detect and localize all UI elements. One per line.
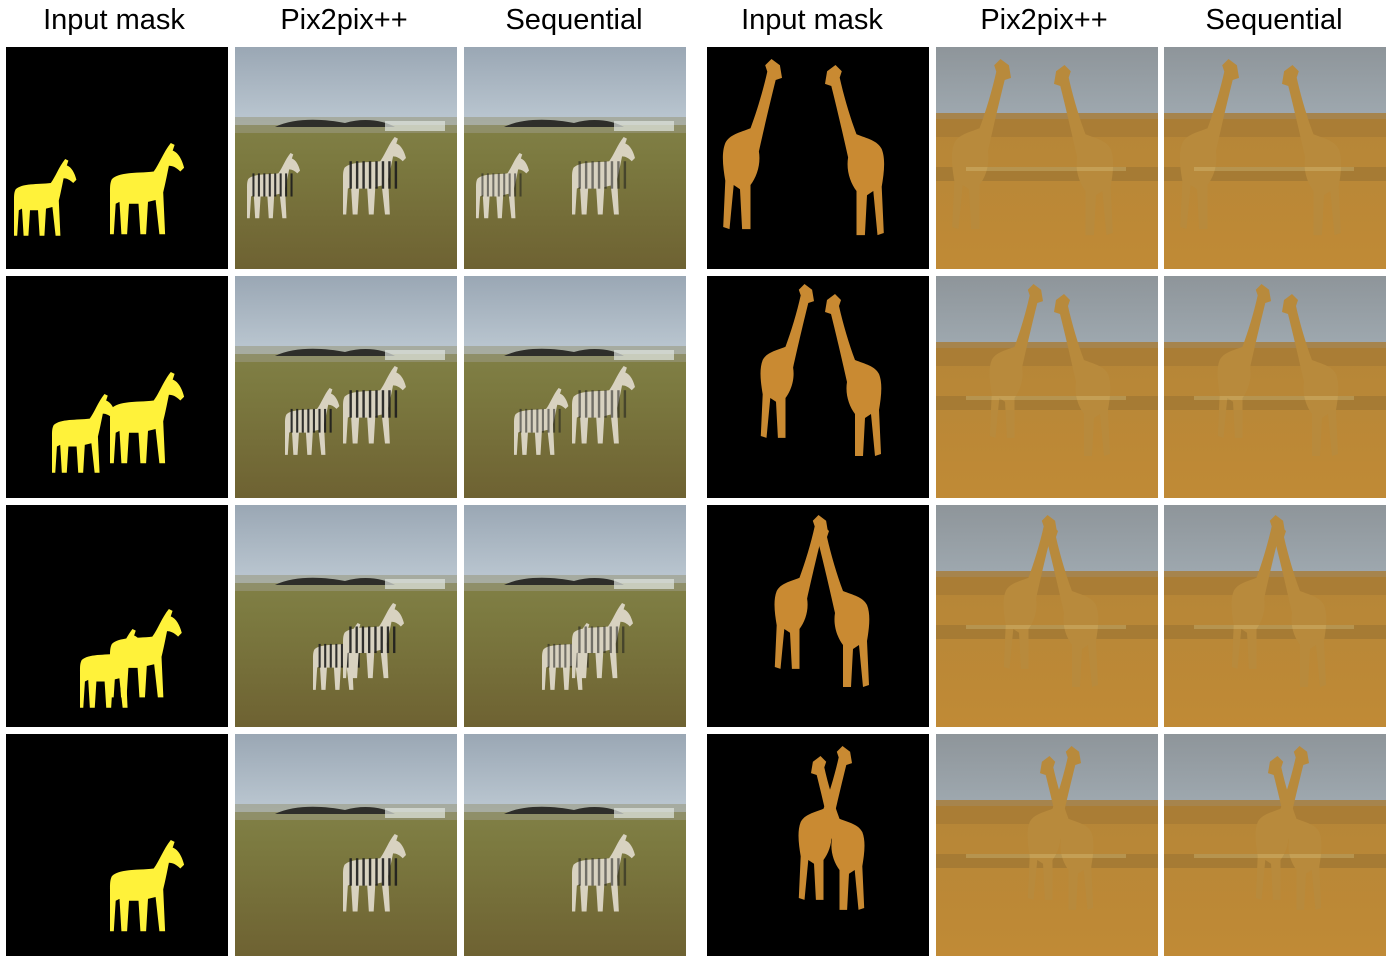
zebra-pix2pix-output-row-1 bbox=[235, 47, 457, 269]
header-input-mask-right: Input mask bbox=[741, 4, 883, 36]
giraffe-pix2pix-output-row-2 bbox=[936, 276, 1158, 498]
zebra-sequential-output-row-1 bbox=[464, 47, 686, 269]
zebra-pix2pix-output-row-4 bbox=[235, 734, 457, 956]
giraffe-sequential-output-row-3 bbox=[1164, 505, 1386, 727]
giraffe-sequential-output-row-2 bbox=[1164, 276, 1386, 498]
giraffe-input-mask-row-2 bbox=[707, 276, 929, 498]
giraffe-input-mask-row-1 bbox=[707, 47, 929, 269]
zebra-input-mask-row-1 bbox=[6, 47, 228, 269]
zebra-sequential-output-row-3 bbox=[464, 505, 686, 727]
zebra-input-mask-row-2 bbox=[6, 276, 228, 498]
header-input-mask-left: Input mask bbox=[43, 4, 185, 36]
giraffe-pix2pix-output-row-3 bbox=[936, 505, 1158, 727]
zebra-sequential-output-row-4 bbox=[464, 734, 686, 956]
giraffe-pix2pix-output-row-1 bbox=[936, 47, 1158, 269]
zebra-pix2pix-output-row-3 bbox=[235, 505, 457, 727]
giraffe-pix2pix-output-row-4 bbox=[936, 734, 1158, 956]
giraffe-input-mask-row-4 bbox=[707, 734, 929, 956]
giraffe-sequential-output-row-1 bbox=[1164, 47, 1386, 269]
header-pix2pix-right: Pix2pix++ bbox=[980, 4, 1108, 36]
zebra-sequential-output-row-2 bbox=[464, 276, 686, 498]
giraffe-sequential-output-row-4 bbox=[1164, 734, 1386, 956]
zebra-input-mask-row-4 bbox=[6, 734, 228, 956]
zebra-pix2pix-output-row-2 bbox=[235, 276, 457, 498]
header-pix2pix-left: Pix2pix++ bbox=[280, 4, 408, 36]
header-sequential-right: Sequential bbox=[1205, 4, 1343, 36]
giraffe-input-mask-row-3 bbox=[707, 505, 929, 727]
header-sequential-left: Sequential bbox=[505, 4, 643, 36]
zebra-input-mask-row-3 bbox=[6, 505, 228, 727]
